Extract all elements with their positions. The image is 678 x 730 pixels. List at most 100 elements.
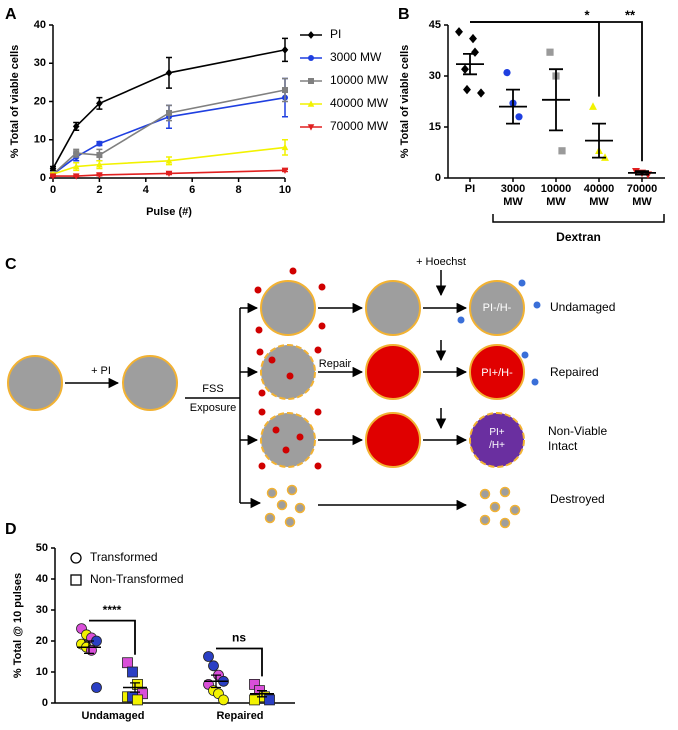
- x-tick-label-box: PI: [464, 183, 476, 195]
- y-tick-label: 20: [34, 95, 46, 107]
- step-label: Repair: [319, 358, 352, 370]
- point: [72, 173, 80, 180]
- step-label: FSS: [202, 383, 223, 395]
- sem-bar: [257, 689, 267, 698]
- x-tick-label: Undamaged: [82, 710, 145, 722]
- point: [477, 88, 485, 98]
- point: [463, 84, 471, 95]
- point: [455, 27, 463, 37]
- sem-bar: [592, 122, 606, 159]
- cell: [260, 412, 316, 468]
- point: [96, 99, 103, 108]
- pi-dots: [256, 346, 322, 397]
- x-tick-label: 6: [189, 184, 195, 196]
- point: [218, 694, 229, 706]
- cell: [365, 412, 421, 468]
- cell: [7, 355, 63, 411]
- significance-bracket: [89, 619, 136, 655]
- cell: [260, 344, 316, 400]
- legend-marker: [307, 124, 315, 131]
- sem-bar: [211, 674, 221, 689]
- y-tick-label: 0: [435, 172, 441, 184]
- x-tick-label: PI: [464, 183, 476, 195]
- panel-label: B: [398, 6, 410, 23]
- y-tick-label: 15: [429, 121, 441, 133]
- point: [264, 694, 275, 706]
- sem-bar: [635, 170, 649, 176]
- sem-bar: [84, 640, 94, 655]
- legend-marker: [308, 55, 314, 61]
- point: [281, 45, 289, 54]
- point: [503, 69, 511, 77]
- x-axis-label: Pulse (#): [146, 206, 192, 218]
- state-label-box: PI+ /H+: [489, 427, 505, 451]
- legend-label: 70000 MW: [330, 119, 389, 133]
- y-tick-label: 40: [34, 19, 46, 31]
- point: [461, 64, 469, 74]
- point: [281, 143, 289, 151]
- x-tick-label: 0: [50, 184, 56, 196]
- panel-label: D: [5, 521, 17, 538]
- point: [72, 162, 80, 170]
- outcome-label: Undamaged: [550, 300, 615, 314]
- x-tick-label: 10: [279, 184, 291, 196]
- cell: [122, 355, 178, 411]
- legend-marker: [307, 100, 315, 107]
- y-tick-label: 40: [36, 573, 48, 585]
- point: [589, 102, 597, 110]
- significance-bracket: [470, 21, 600, 97]
- cell: [469, 344, 525, 400]
- point: [165, 157, 173, 164]
- point: [96, 152, 103, 159]
- point: [165, 68, 173, 77]
- point: [208, 660, 219, 672]
- legend-label: PI: [330, 27, 341, 41]
- x-tick-label-box: 10000 MW: [540, 183, 572, 208]
- y-tick-label: 30: [34, 57, 46, 69]
- point: [249, 694, 260, 706]
- outcome-label-box: Non-Viable Intact: [548, 424, 607, 453]
- significance-label: **: [625, 7, 636, 22]
- sem-bar: [506, 88, 520, 125]
- significance-label: *: [584, 7, 590, 22]
- x-tick-label: 8: [236, 184, 242, 196]
- point: [49, 164, 57, 173]
- point: [165, 170, 173, 178]
- x-tick-label: 4: [143, 184, 150, 196]
- point: [203, 651, 214, 662]
- sem-bar: [549, 68, 563, 132]
- x-tick-label: 3000 MW: [500, 183, 526, 208]
- point: [282, 87, 288, 94]
- point: [471, 47, 479, 57]
- y-tick-label: 20: [36, 635, 48, 647]
- legend-label: 3000 MW: [330, 50, 382, 64]
- x-tick-label: 2: [96, 184, 102, 196]
- point: [73, 150, 80, 157]
- legend-label: Non-Transformed: [90, 572, 184, 586]
- cell: [469, 412, 525, 468]
- y-tick-label: 0: [40, 172, 46, 184]
- x-tick-label: Repaired: [216, 710, 263, 722]
- state-label: PI+/H-: [481, 367, 513, 379]
- debris: [479, 486, 521, 529]
- point: [91, 682, 102, 693]
- hoechst-dots: [457, 279, 541, 324]
- point: [469, 33, 477, 44]
- cell: [260, 280, 316, 336]
- point: [96, 161, 103, 168]
- point: [96, 172, 103, 179]
- y-tick-label: 30: [36, 604, 48, 616]
- legend-marker: [307, 31, 315, 39]
- y-axis-label: % Total @ 10 pulses: [12, 573, 24, 678]
- significance-label: ****: [103, 603, 122, 617]
- x-tick-label: 10000 MW: [540, 183, 572, 208]
- step-label: + PI: [91, 365, 111, 377]
- legend-label: Transformed: [90, 550, 158, 564]
- significance-bracket: [216, 647, 263, 677]
- y-tick-label: 45: [429, 19, 441, 31]
- legend-label: 10000 MW: [330, 73, 389, 87]
- significance-bracket: [470, 21, 643, 162]
- sem-bar: [130, 682, 140, 693]
- group-label: Dextran: [556, 230, 601, 244]
